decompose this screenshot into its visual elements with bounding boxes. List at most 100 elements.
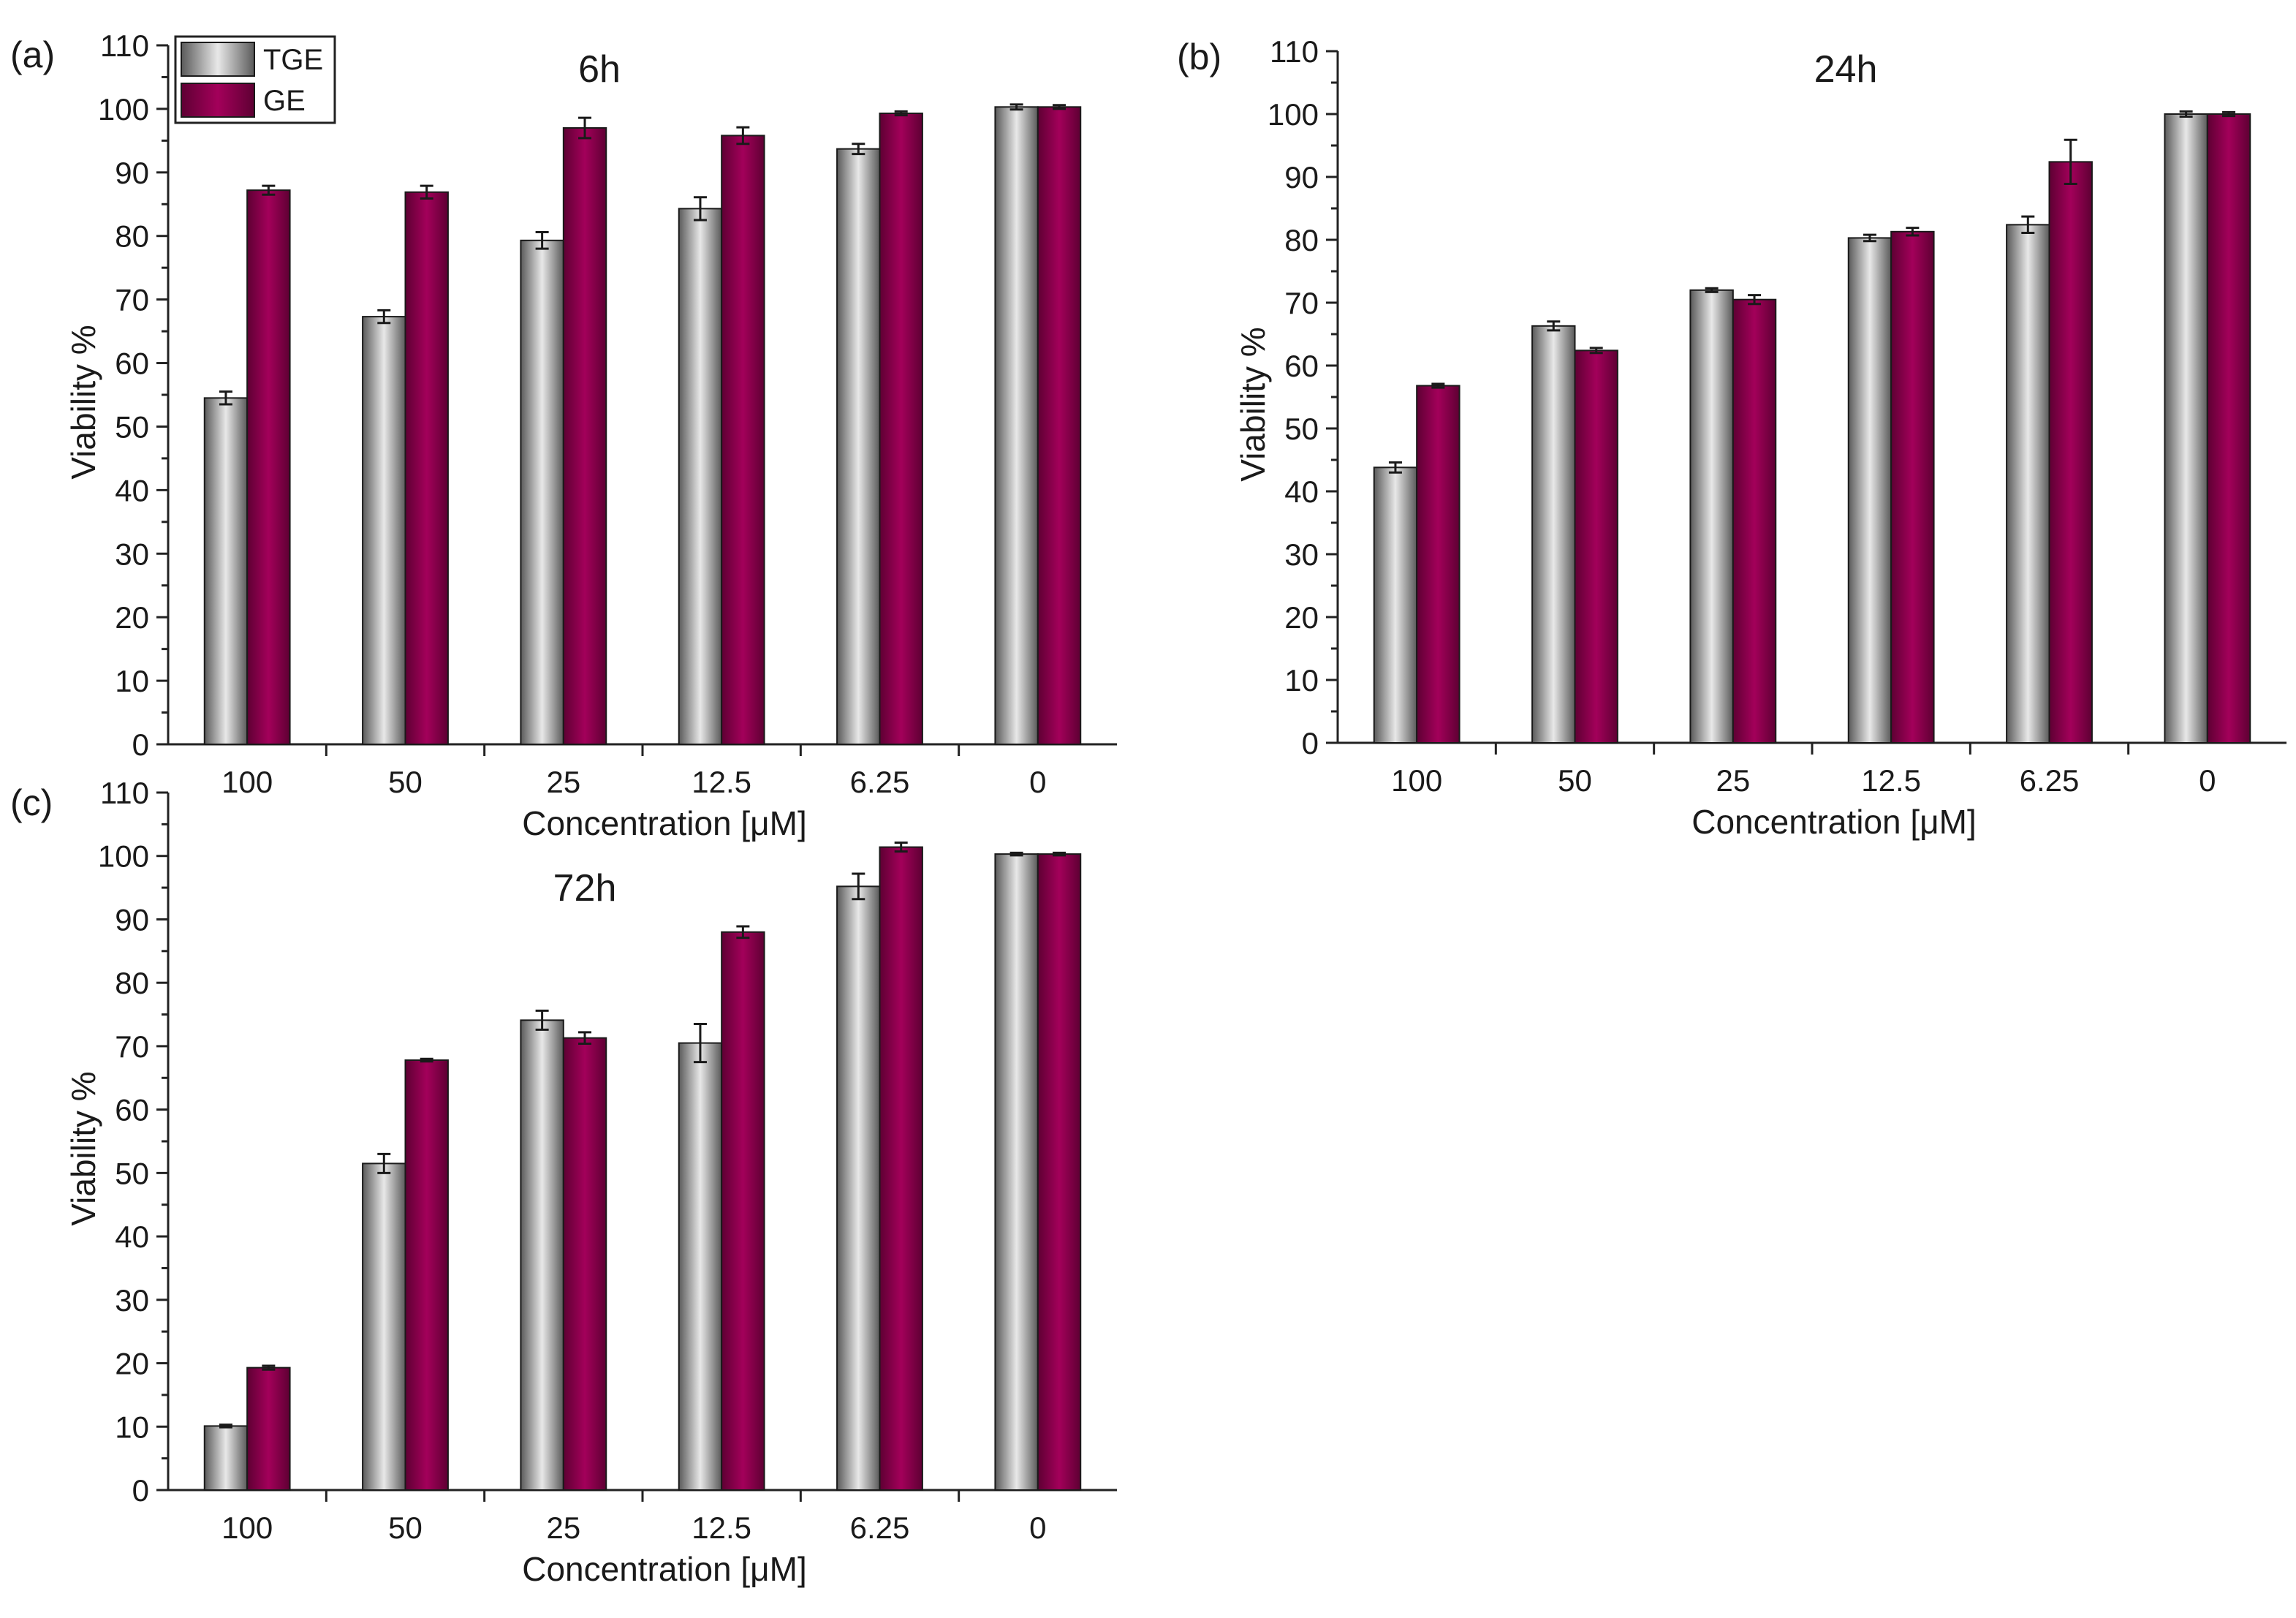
chart-title: 24h: [1814, 48, 1878, 91]
error-bar-tge-25: [535, 231, 549, 250]
error-bar-ge-0: [1053, 851, 1066, 857]
y-tick-label: 10: [115, 1410, 149, 1444]
y-tick-label: 50: [1284, 412, 1319, 446]
error-bar-tge-6.25: [2021, 215, 2035, 235]
bar-tge-0: [994, 853, 1039, 1492]
x-tick-label: 0: [2199, 763, 2216, 798]
legend-label-ge: GE: [263, 85, 306, 117]
legend: TGE GE: [174, 35, 336, 124]
bar-tge-12.5: [678, 1042, 723, 1491]
error-bar-tge-100: [219, 390, 232, 406]
x-tick-label: 12.5: [1861, 763, 1921, 798]
y-tick-label: 90: [1284, 160, 1319, 194]
y-tick-label: 60: [115, 347, 149, 381]
bar-ge-50: [404, 1059, 449, 1492]
error-bar-ge-50: [420, 184, 433, 200]
bar-tge-50: [1531, 325, 1576, 744]
error-bar-ge-25: [578, 116, 592, 140]
error-bar-ge-100: [1431, 382, 1445, 389]
bar-tge-100: [203, 1425, 249, 1491]
y-tick-label: 80: [1284, 223, 1319, 257]
bar-ge-6.25: [879, 846, 923, 1491]
bar-tge-100: [1373, 466, 1418, 744]
y-tick-label: 40: [1284, 475, 1319, 509]
error-bar-ge-12.5: [736, 925, 750, 940]
y-tick-label: 40: [115, 473, 149, 507]
x-tick-label: 0: [1029, 765, 1046, 799]
y-tick-label: 60: [1284, 349, 1319, 383]
x-tick-label: 50: [388, 1511, 423, 1545]
bar-tge-6.25: [2006, 224, 2050, 744]
error-bar-ge-100: [262, 184, 276, 196]
bar-tge-6.25: [836, 148, 881, 746]
y-tick-label: 40: [115, 1220, 149, 1254]
bar-ge-25: [562, 1037, 607, 1491]
error-bar-ge-12.5: [1906, 227, 1920, 237]
y-tick-label: 110: [100, 29, 149, 63]
error-bar-ge-0: [1053, 104, 1066, 110]
y-tick-label: 100: [98, 839, 149, 874]
error-bar-tge-6.25: [852, 872, 865, 901]
legend-swatch-ge: [181, 83, 255, 118]
bar-tge-12.5: [678, 208, 723, 745]
bar-tge-50: [362, 316, 406, 745]
x-tick-label: 50: [388, 765, 423, 799]
bar-ge-25: [562, 126, 607, 745]
panel-label: (c): [10, 782, 53, 823]
bar-ge-50: [1574, 349, 1618, 744]
bar-ge-0: [1037, 853, 1082, 1492]
y-tick-label: 100: [1268, 97, 1319, 132]
y-tick-label: 90: [115, 156, 149, 190]
y-tick-label: 20: [115, 1347, 149, 1381]
error-bar-ge-6.25: [894, 110, 908, 117]
bar-ge-25: [1732, 298, 1777, 744]
error-bar-ge-100: [262, 1364, 276, 1371]
error-bar-tge-12.5: [1863, 233, 1876, 243]
x-tick-label: 100: [1391, 763, 1442, 798]
x-tick-label: 0: [1029, 1511, 1046, 1545]
bar-ge-100: [246, 189, 291, 746]
y-tick-label: 80: [115, 219, 149, 254]
bar-ge-6.25: [879, 112, 923, 745]
y-tick-label: 110: [1270, 34, 1319, 69]
bar-tge-0: [994, 106, 1039, 745]
x-tick-label: 6.25: [850, 765, 910, 799]
bar-ge-12.5: [1890, 230, 1935, 744]
x-tick-label: 6.25: [850, 1511, 910, 1545]
bar-tge-25: [520, 239, 564, 745]
x-tick-label: 50: [1558, 763, 1592, 798]
chart-panel-24h: 0 10 20 30 40 50 60 70 80 90 100 110 100 50 25 12.5 6.25…: [1177, 34, 2286, 841]
bar-tge-25: [520, 1019, 564, 1492]
bar-ge-12.5: [721, 135, 765, 746]
legend-label-tge: TGE: [263, 44, 323, 76]
bar-ge-0: [2206, 113, 2251, 744]
y-axis-title: Viability %: [64, 1071, 102, 1225]
error-bar-tge-25: [535, 1009, 549, 1031]
chart-panel-72h: 0 10 20 30 40 50 60 70 80 90 100 110 100 50 25 12.5 6.25…: [10, 776, 1117, 1588]
bar-tge-25: [1689, 289, 1734, 744]
error-bar-ge-0: [2222, 110, 2236, 118]
x-axis-title: Concentration [μM]: [1691, 803, 1977, 841]
x-tick-label: 100: [221, 765, 273, 799]
y-tick-label: 0: [1302, 726, 1319, 760]
y-tick-label: 0: [132, 727, 149, 762]
chart-panel-6h: 0 10 20 30 40 50 60 70 80 90 100 110 100 50 25 12.5 6.25…: [10, 29, 1117, 842]
y-tick-label: 60: [115, 1093, 149, 1127]
y-tick-label: 20: [115, 600, 149, 635]
error-bar-ge-50: [420, 1057, 433, 1063]
panel-label: (a): [10, 34, 55, 75]
y-axis-title: Viability %: [1234, 327, 1272, 481]
chart-title: 6h: [578, 48, 621, 91]
error-bar-tge-100: [1388, 461, 1402, 474]
y-tick-label: 70: [115, 283, 149, 317]
x-tick-label: 100: [221, 1511, 273, 1545]
error-bar-tge-12.5: [693, 1023, 707, 1064]
y-tick-label: 100: [98, 92, 149, 126]
y-tick-label: 10: [115, 664, 149, 698]
chart-title: 72h: [553, 867, 617, 910]
error-bar-tge-0: [2179, 110, 2193, 118]
error-bar-tge-0: [1009, 851, 1023, 857]
error-bar-tge-0: [1009, 103, 1023, 111]
error-bar-tge-6.25: [852, 143, 865, 156]
